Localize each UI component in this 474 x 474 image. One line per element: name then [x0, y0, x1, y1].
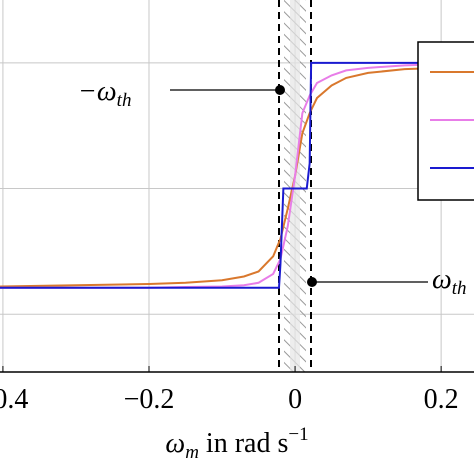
annotation-dot [275, 85, 285, 95]
x-axis-label: ωm in rad s−1 [165, 424, 308, 463]
x-tick-label: 0.2 [424, 384, 459, 415]
annotation-symbol: ω [432, 264, 452, 295]
x-label-sub: m [185, 442, 199, 463]
x-tick-label: 0 [288, 384, 302, 415]
series-line [0, 61, 474, 289]
annotation-sub: th [452, 278, 467, 299]
x-tick-label: −0.2 [124, 384, 175, 415]
x-label-text: in rad s [199, 428, 288, 459]
x-label-sup: −1 [288, 424, 308, 445]
x-tick-label: −0.4 [0, 384, 28, 415]
annotation-symbol: −ω [78, 76, 117, 107]
annotation-dot [307, 277, 317, 287]
annotation: ωth [432, 264, 467, 299]
lines [0, 61, 474, 289]
annotation: −ωth [78, 76, 131, 111]
annotation-sub: th [117, 90, 132, 111]
threshold-core [290, 0, 300, 372]
plot-background [0, 0, 474, 372]
series-line [0, 63, 474, 289]
x-label-symbol: ω [165, 428, 185, 459]
series-line [0, 65, 474, 288]
